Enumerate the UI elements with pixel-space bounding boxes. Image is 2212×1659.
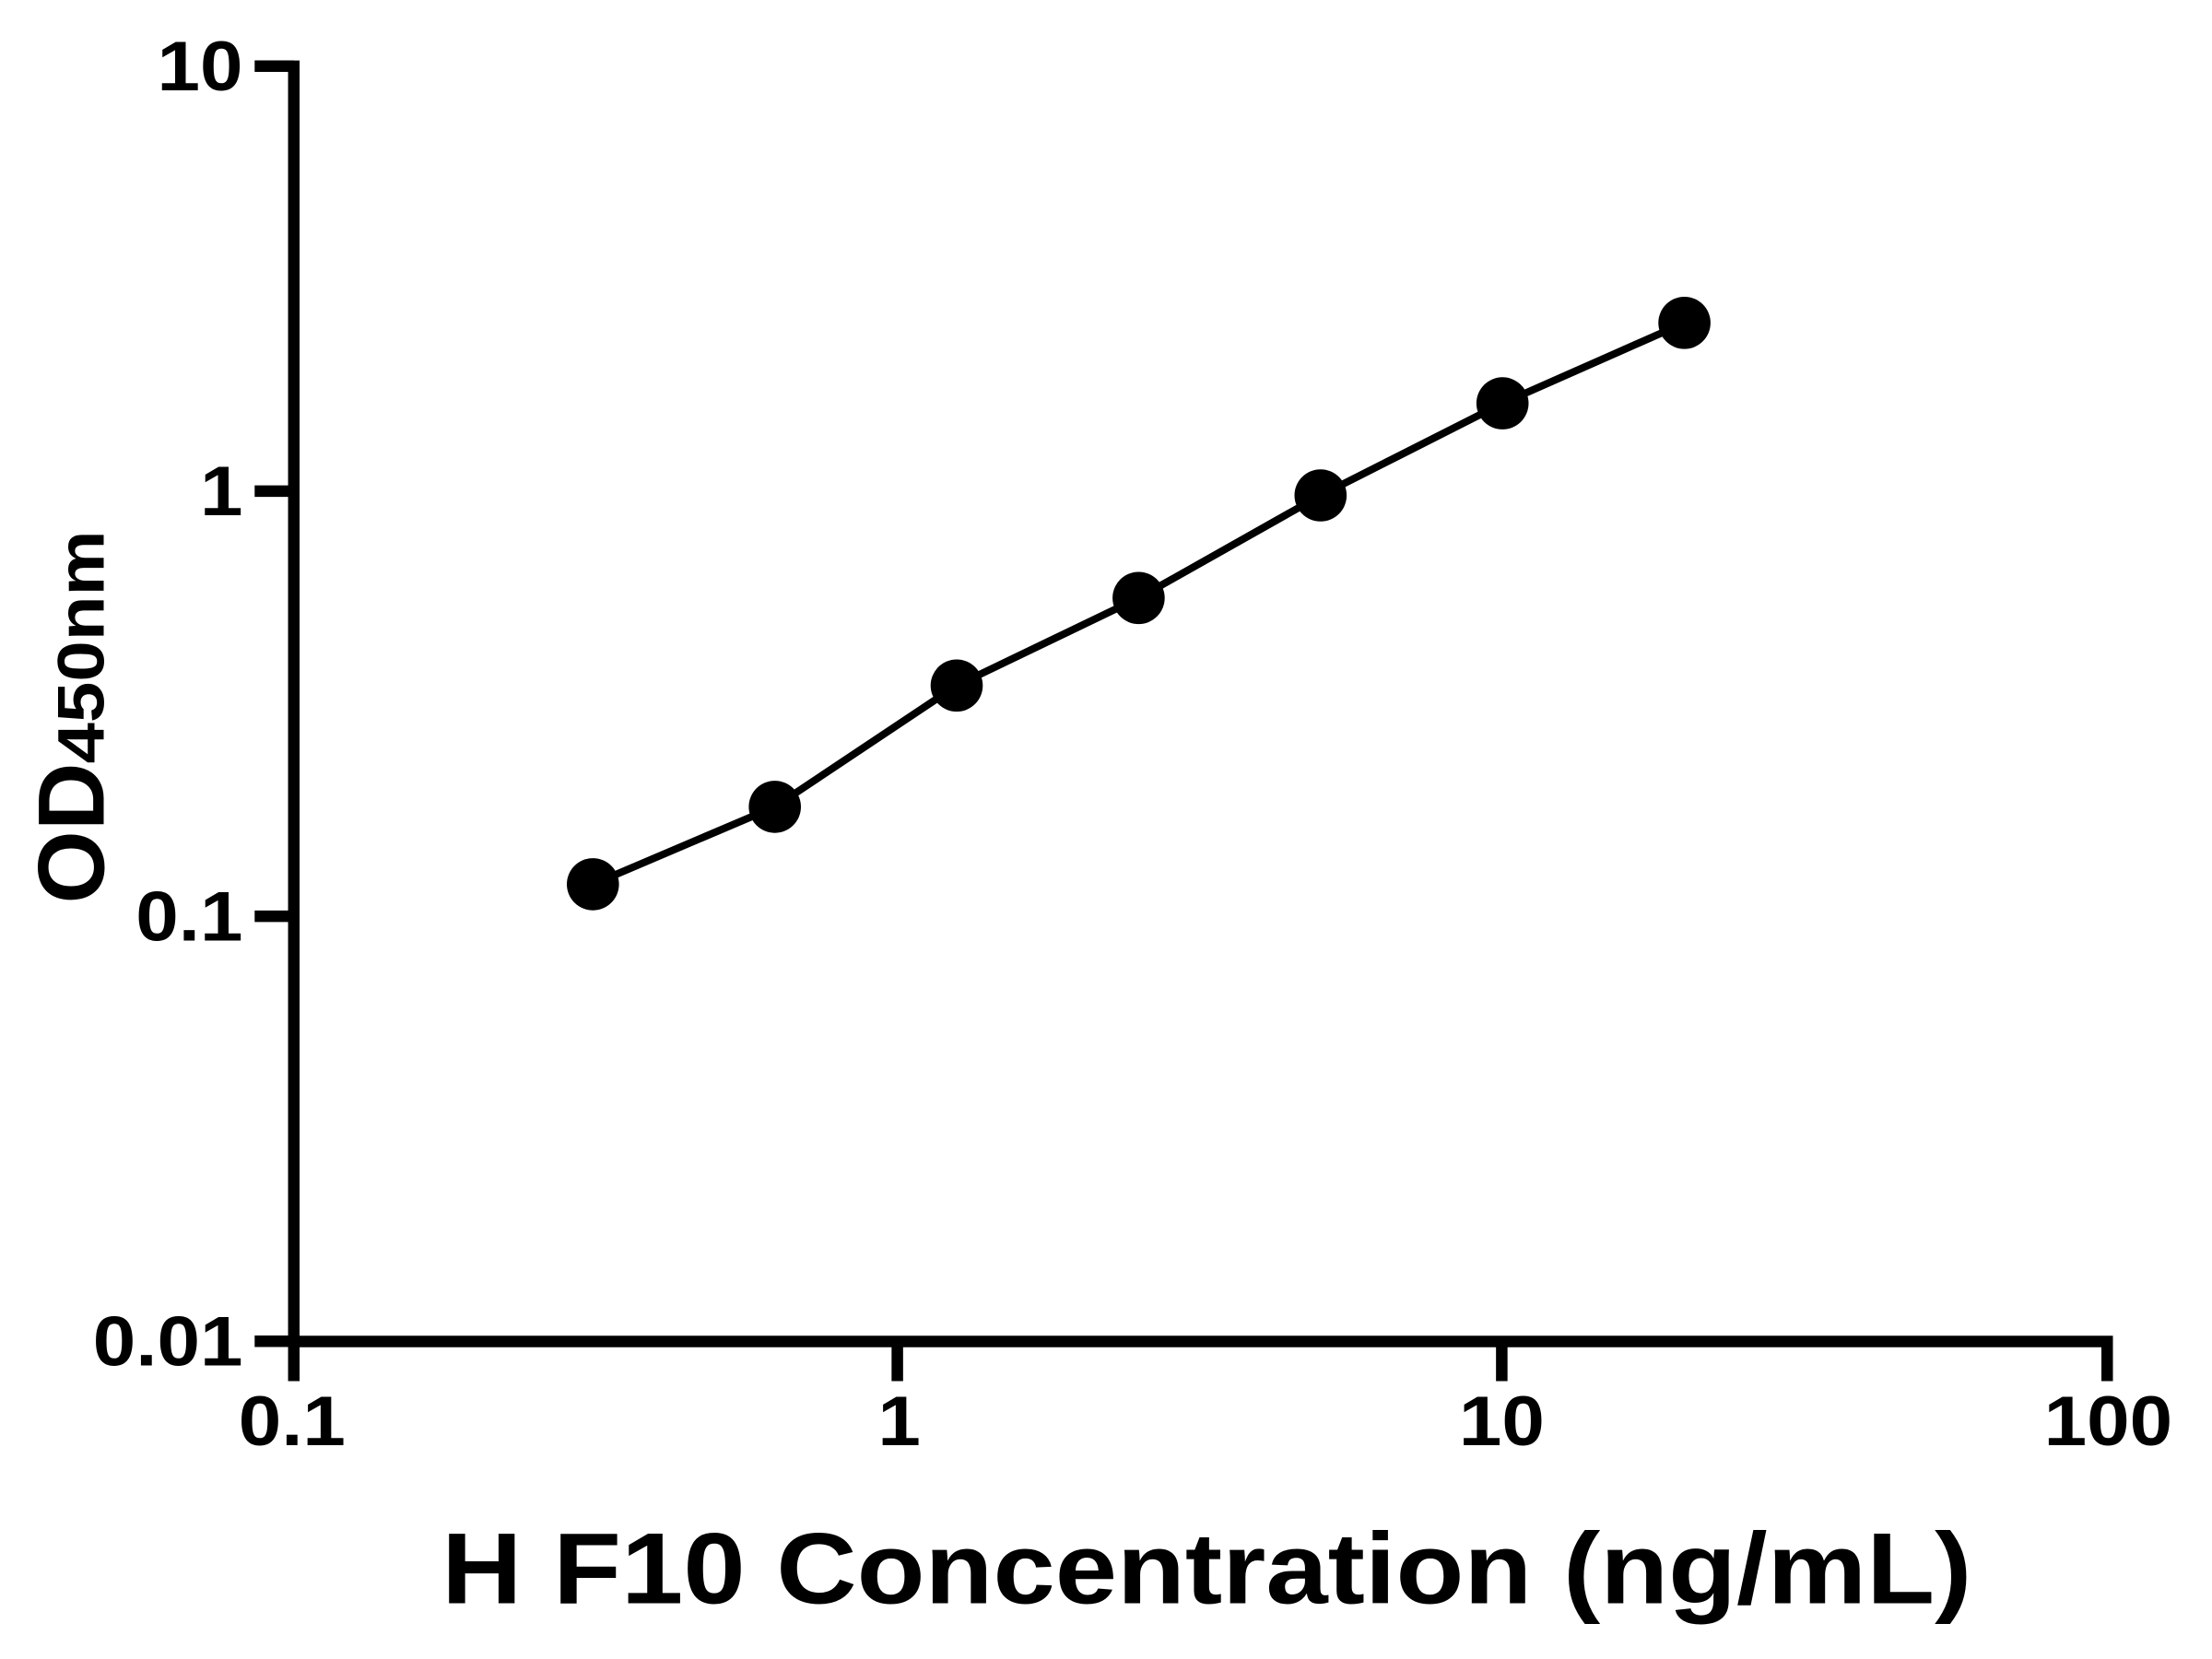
svg-text:H F10 Concentration (ng/mL): H F10 Concentration (ng/mL) — [441, 1512, 1971, 1626]
svg-text:10: 10 — [158, 28, 243, 106]
svg-text:100: 100 — [2044, 1382, 2172, 1461]
svg-text:OD: OD — [19, 763, 124, 904]
svg-text:0.01: 0.01 — [93, 1302, 243, 1381]
svg-text:1: 1 — [200, 453, 243, 531]
svg-text:0.1: 0.1 — [135, 877, 242, 956]
svg-text:1: 1 — [877, 1382, 921, 1461]
svg-text:10: 10 — [1459, 1382, 1545, 1461]
svg-text:0.1: 0.1 — [239, 1382, 346, 1461]
svg-text:450nm: 450nm — [46, 530, 119, 763]
